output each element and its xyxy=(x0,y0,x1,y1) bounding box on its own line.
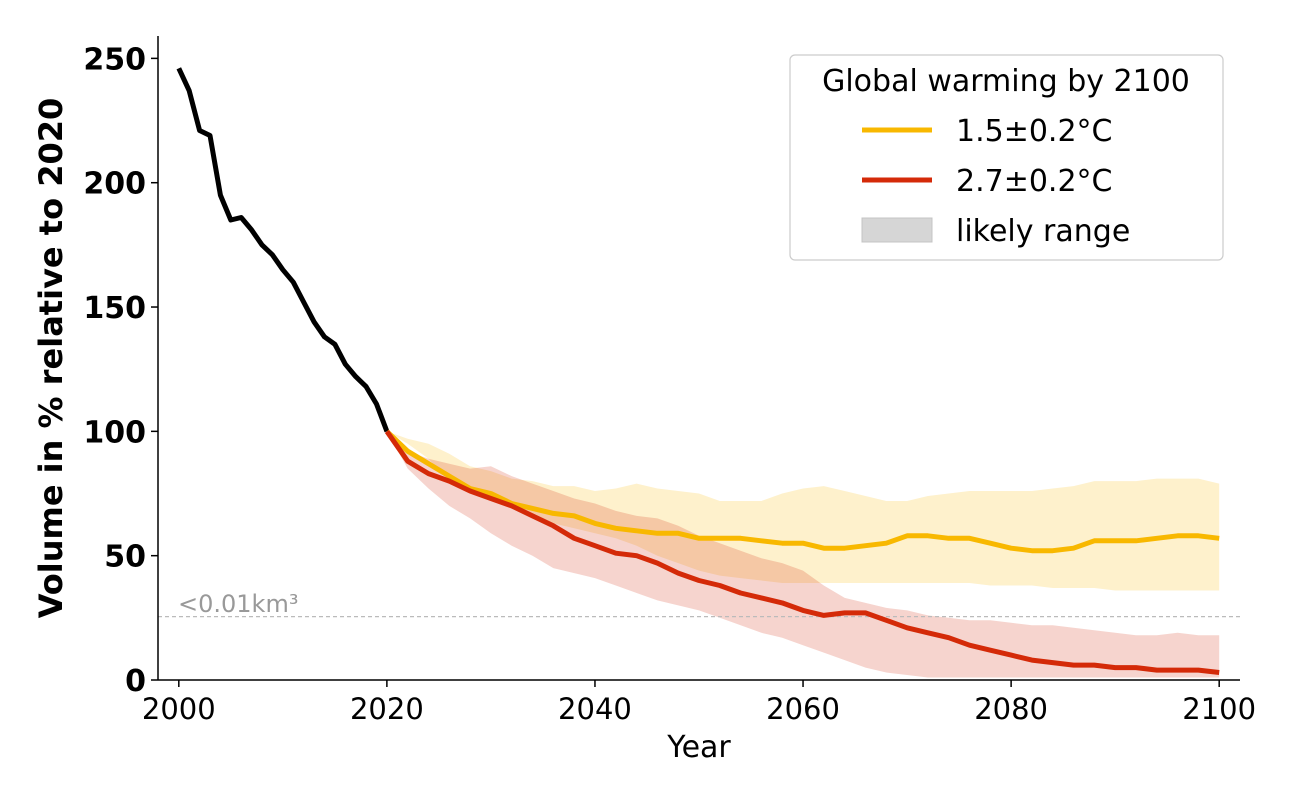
y-tick-label: 50 xyxy=(104,540,146,575)
threshold-label: <0.01km³ xyxy=(178,590,298,618)
x-axis-title: Year xyxy=(666,730,731,765)
x-tick-label: 2040 xyxy=(558,692,632,726)
series-line xyxy=(384,429,1220,675)
legend-frame xyxy=(789,54,1224,261)
x-tick-label: 2060 xyxy=(766,692,840,726)
y-tick-label: 150 xyxy=(83,291,146,326)
likely-range-band xyxy=(386,431,1220,678)
series-line xyxy=(385,429,1220,554)
y-axis-title: Volume in % relative to 2020 xyxy=(32,98,70,619)
x-tick-label: 2100 xyxy=(1182,692,1256,726)
y-tick-label: 0 xyxy=(125,664,146,699)
legend-label-likely-range: likely range xyxy=(956,214,1130,249)
legend-title: Global warming by 2100 xyxy=(822,64,1190,99)
legend: Global warming by 2100 1.5±0.2°C 2.7±0.2… xyxy=(789,54,1224,261)
legend-label-2-7c: 2.7±0.2°C xyxy=(956,164,1113,199)
likely-range-band xyxy=(386,431,1220,591)
legend-label-1-5c: 1.5±0.2°C xyxy=(956,114,1113,149)
x-tick-label: 2000 xyxy=(142,692,216,726)
y-tick-label: 100 xyxy=(83,415,146,450)
x-axis-ticks: 2000 2020 2040 2060 2080 2100 xyxy=(142,680,1256,726)
x-tick-label: 2080 xyxy=(974,692,1048,726)
y-axis-ticks: 0 50 100 150 200 250 xyxy=(83,42,158,699)
y-tick-label: 200 xyxy=(83,167,146,202)
series-line xyxy=(176,67,390,433)
y-tick-label: 250 xyxy=(83,42,146,77)
legend-key-likely-range xyxy=(861,217,933,243)
x-tick-label: 2020 xyxy=(350,692,424,726)
plot-area xyxy=(158,67,1240,678)
